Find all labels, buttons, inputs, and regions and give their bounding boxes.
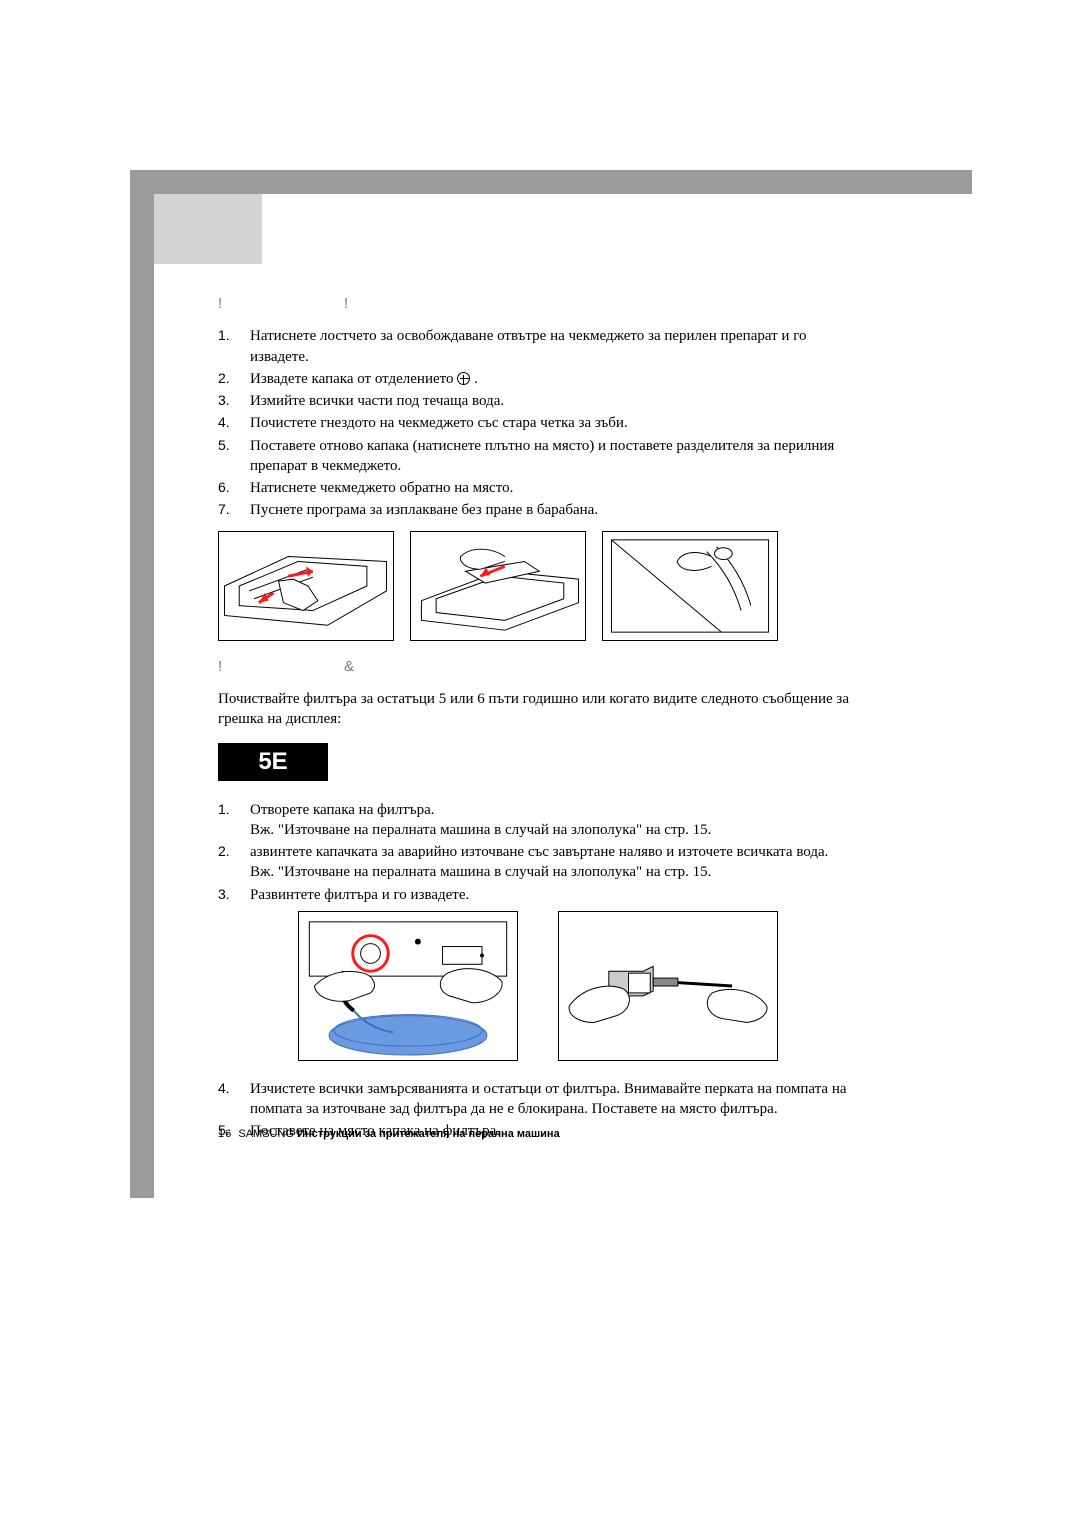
section1-steps: 1.Натиснете лостчето за освобождаване от… (218, 326, 868, 520)
list-item: 7.Пуснете програма за изплакване без пра… (218, 500, 868, 520)
list-item: 6.Натиснете чекмеджето обратно на място. (218, 478, 868, 498)
figure-door-glass (602, 531, 778, 641)
figure-drawer-remove (218, 531, 394, 641)
figure-drawer-lid (410, 531, 586, 641)
heading-mark: ! (218, 658, 223, 675)
top-border-bar (130, 170, 972, 194)
section1-heading: ! ! (218, 294, 868, 314)
page-footer: 16 SAMSUNG Инструкции за притежателя на … (218, 1128, 560, 1140)
section2-steps-a: 1.Отворете капака на филтъра.Вж. "Източв… (218, 800, 868, 905)
list-item: 4.Изчистете всички замърсяванията и оста… (218, 1079, 868, 1120)
section2-intro: Почиствайте филтъра за остатъци 5 или 6 … (218, 689, 868, 730)
softener-icon (457, 372, 470, 385)
heading-mark: & (344, 658, 355, 675)
list-item: 3.Измийте всички части под течаща вода. (218, 391, 868, 411)
list-item: 1.Натиснете лостчето за освобождаване от… (218, 326, 868, 367)
list-item: 5.Поставете отново капака (натиснете плъ… (218, 436, 868, 477)
error-code-badge: 5E (218, 743, 328, 781)
page-content: ! ! 1.Натиснете лостчето за освобождаван… (218, 294, 868, 1144)
left-border-bar (130, 170, 154, 1198)
header-accent-box (154, 194, 262, 264)
list-item: 2.Извадете капака от отделението . (218, 369, 868, 389)
figure-filter-clean (558, 911, 778, 1061)
section2-heading: ! & (218, 657, 868, 677)
heading-mark: ! (344, 295, 349, 312)
heading-mark: ! (218, 295, 223, 312)
figure-filter-drain (298, 911, 518, 1061)
list-item: 1.Отворете капака на филтъра.Вж. "Източв… (218, 800, 868, 841)
figure-row-2 (298, 911, 868, 1061)
figure-row-1 (218, 531, 868, 641)
list-item: 4.Почистете гнездото на чекмеджето със с… (218, 413, 868, 433)
list-item: 2.азвинтете капачката за аварийно източв… (218, 842, 868, 883)
list-item: 3.Развинтете филтъра и го извадете. (218, 885, 868, 905)
